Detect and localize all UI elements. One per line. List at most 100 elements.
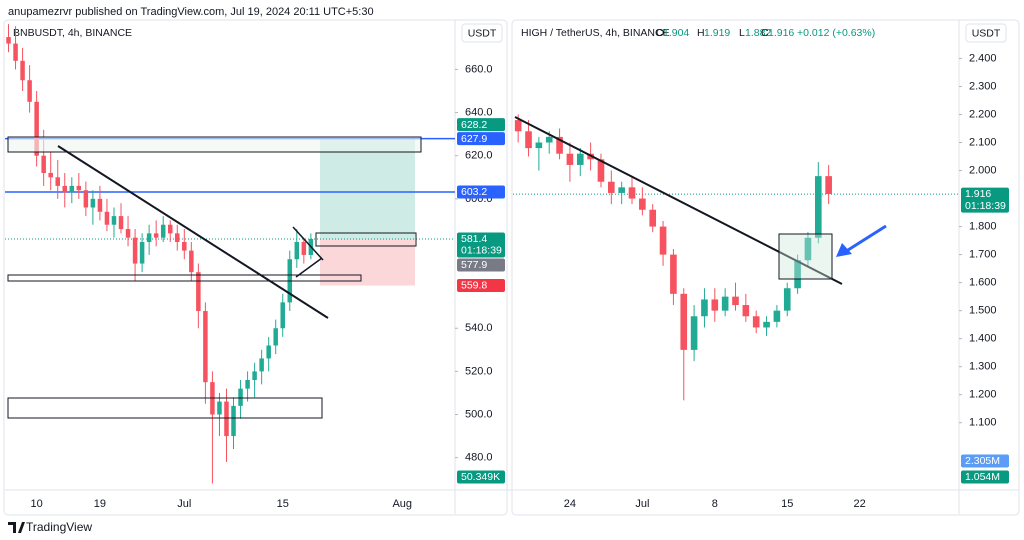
candle-body — [514, 120, 522, 132]
candle-body — [794, 260, 801, 289]
countdown-label: 01:18:39 — [965, 200, 1006, 212]
candle-body — [231, 405, 236, 437]
y-tick-label: 1.700 — [969, 249, 997, 261]
price-tag-label: 577.9 — [461, 259, 487, 271]
candle-body — [773, 310, 781, 322]
price-tag-label: 627.9 — [461, 133, 487, 145]
candle-body — [224, 401, 229, 437]
x-tick-label: 19 — [94, 498, 106, 510]
candle-body — [34, 101, 39, 156]
candle-body — [649, 209, 657, 227]
candle-body — [90, 198, 96, 208]
y-tick-label: 1.500 — [969, 305, 997, 317]
y-tick-label: 2.200 — [969, 108, 997, 120]
candle-body — [146, 233, 152, 242]
price-tag — [457, 232, 505, 258]
y-tick-label: 2.100 — [969, 136, 997, 148]
x-tick-label: 15 — [277, 498, 289, 510]
candle-body — [252, 371, 257, 381]
y-tick-label: 1.400 — [969, 333, 997, 345]
position-loss — [320, 238, 415, 286]
candle-body — [576, 153, 584, 165]
publish-header: anupamezrvr published on TradingView.com… — [8, 6, 374, 18]
price-tag-label: 628.2 — [461, 119, 487, 131]
candle-body — [111, 216, 117, 225]
candle-body — [273, 328, 278, 346]
y-tick-label: 1.200 — [969, 389, 997, 401]
y-tick-label: 540.0 — [465, 322, 493, 334]
candle-body — [62, 185, 68, 193]
candle-body — [659, 226, 667, 255]
y-tick-label: 2.400 — [969, 52, 997, 64]
y-tick-label: 660.0 — [465, 63, 493, 75]
ohlc-label: L — [739, 27, 745, 39]
zone-box — [7, 274, 362, 282]
price-tag-label: 603.2 — [461, 186, 487, 198]
zone-box — [315, 232, 417, 247]
candle-body — [618, 187, 625, 193]
candle-body — [118, 216, 124, 230]
ohlc-value: 1.904 — [663, 27, 689, 39]
candle-body — [525, 131, 532, 149]
brand-name: TradingView — [26, 520, 92, 534]
volume-tag-label: 2.305M — [965, 455, 1000, 467]
candle-body — [556, 136, 563, 154]
candle-body — [721, 296, 729, 311]
candle-body — [55, 177, 60, 186]
candle-body — [217, 401, 222, 415]
y-tick-label: 620.0 — [465, 150, 493, 162]
y-tick-label: 1.800 — [969, 220, 997, 232]
zone-box — [778, 233, 833, 280]
price-tag — [457, 132, 505, 146]
x-tick-label: Aug — [392, 498, 412, 510]
y-tick-label: 1.600 — [969, 277, 997, 289]
candle-body — [535, 142, 543, 149]
candle-body — [76, 185, 82, 191]
candle-body — [628, 187, 636, 199]
candle-body — [670, 254, 677, 294]
zone-box — [7, 397, 323, 419]
position-profit — [320, 138, 415, 239]
price-tag-label: 1.916 — [965, 188, 991, 200]
candle-body — [48, 172, 53, 178]
chart-title: BNBUSDT, 4h, BINANCE — [13, 27, 132, 39]
candle-body — [711, 299, 719, 311]
volume-tag — [961, 470, 1009, 484]
x-tick-label: 8 — [712, 498, 718, 510]
price-tag — [457, 279, 505, 293]
logo-mark — [8, 522, 25, 533]
ohlc-value: 1.916 — [768, 27, 794, 39]
candle-body — [104, 211, 110, 225]
candle-body — [280, 302, 285, 329]
candle-body — [608, 181, 615, 193]
candle-body — [301, 241, 307, 255]
candle-body — [742, 305, 750, 317]
y-tick-label: 1.100 — [969, 417, 997, 429]
candle-body — [153, 233, 159, 238]
candle-body — [259, 358, 264, 372]
candle-body — [182, 241, 187, 251]
zone-box — [7, 136, 422, 153]
y-tick-label: 1.300 — [969, 361, 997, 373]
ohlc-label: O — [656, 27, 664, 39]
countdown-label: 01:18:39 — [461, 245, 502, 257]
volume-tag — [457, 470, 505, 484]
candle-body — [203, 310, 208, 383]
trend-line — [292, 226, 324, 261]
x-tick-label: Jul — [177, 498, 191, 510]
candle-body — [701, 299, 708, 317]
candle-body — [189, 250, 194, 273]
trend-line — [514, 116, 843, 285]
trend-line — [295, 257, 323, 278]
candle-body — [825, 176, 832, 195]
y-tick-label: 500.0 — [465, 408, 493, 420]
drawings — [514, 116, 887, 285]
candle-body — [245, 380, 250, 389]
candle-body — [639, 198, 646, 210]
candle-body — [732, 296, 739, 306]
price-tag — [961, 187, 1009, 213]
candle-body — [814, 176, 822, 238]
y-tick-label: 640.0 — [465, 106, 493, 118]
price-tag — [457, 118, 505, 132]
